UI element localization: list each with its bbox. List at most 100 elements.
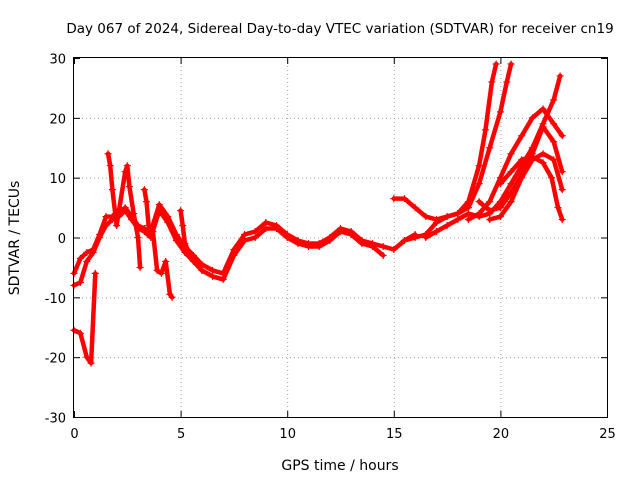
data-point xyxy=(464,216,472,224)
series-line xyxy=(71,208,386,288)
data-point xyxy=(113,222,121,230)
data-point xyxy=(168,293,176,301)
x-tick-label: 25 xyxy=(599,427,616,442)
x-tick-label: 20 xyxy=(493,427,510,442)
data-point xyxy=(379,242,387,250)
data-point xyxy=(315,242,323,250)
data-point xyxy=(219,275,227,283)
data-point xyxy=(496,213,504,221)
data-point xyxy=(390,195,398,203)
y-tick-label: 0 xyxy=(58,232,66,247)
data-point xyxy=(76,329,84,337)
data-point xyxy=(464,204,472,212)
data-point xyxy=(539,150,547,158)
data-point xyxy=(496,180,504,188)
data-point xyxy=(496,174,504,182)
data-point xyxy=(76,254,84,262)
series-track-12 xyxy=(486,150,566,224)
data-point xyxy=(142,198,150,206)
x-tick-label: 0 xyxy=(70,427,78,442)
data-point xyxy=(486,207,494,215)
data-point xyxy=(432,228,440,236)
data-point xyxy=(140,228,148,236)
data-point xyxy=(539,159,547,167)
data-point xyxy=(518,174,526,182)
data-point xyxy=(121,168,129,176)
chart-title: Day 067 of 2024, Sidereal Day-to-day VTE… xyxy=(66,21,613,37)
data-point xyxy=(379,251,387,259)
data-point xyxy=(518,132,526,140)
data-point xyxy=(548,174,556,182)
data-point xyxy=(454,210,462,218)
data-point xyxy=(475,198,483,206)
series-track-05 xyxy=(140,186,176,301)
data-point xyxy=(464,210,472,218)
data-point xyxy=(400,195,408,203)
data-point xyxy=(528,114,536,122)
data-point xyxy=(496,108,504,116)
data-point xyxy=(125,183,133,191)
data-point xyxy=(136,263,144,271)
series-line xyxy=(498,154,565,222)
data-point xyxy=(507,60,515,68)
y-axis-label: SDTVAR / TECUs xyxy=(7,181,23,296)
x-tick-label: 10 xyxy=(279,427,296,442)
series-track-04 xyxy=(104,150,144,271)
data-point xyxy=(539,123,547,131)
data-point xyxy=(475,162,483,170)
x-axis-label: GPS time / hours xyxy=(281,458,398,474)
data-point xyxy=(162,257,170,265)
series-track-08 xyxy=(400,60,515,244)
data-point xyxy=(496,204,504,212)
data-point xyxy=(528,153,536,161)
data-point xyxy=(488,78,496,86)
data-point xyxy=(411,234,419,241)
data-point xyxy=(194,260,202,268)
data-point xyxy=(326,236,334,244)
data-point xyxy=(189,254,197,262)
data-point xyxy=(164,219,172,227)
y-tick-label: -30 xyxy=(45,412,66,427)
data-point xyxy=(400,236,408,244)
data-point xyxy=(305,242,313,250)
data-point xyxy=(91,269,99,277)
data-point xyxy=(89,248,97,256)
data-point xyxy=(550,120,558,128)
x-tick-label: 5 xyxy=(177,427,185,442)
data-point xyxy=(443,222,451,230)
data-point xyxy=(507,198,515,206)
data-point xyxy=(155,201,163,209)
data-point xyxy=(550,138,558,146)
data-point xyxy=(106,162,114,170)
series-track-06 xyxy=(177,207,206,274)
data-point xyxy=(486,198,494,206)
series-line xyxy=(391,61,499,222)
data-point xyxy=(368,242,376,250)
data-point xyxy=(102,213,110,221)
data-point xyxy=(390,245,398,253)
data-point xyxy=(108,186,116,194)
plot-frame xyxy=(73,57,608,418)
data-point xyxy=(83,248,91,256)
data-point xyxy=(241,236,249,244)
data-point xyxy=(503,78,511,86)
y-tick-label: -10 xyxy=(45,292,66,307)
data-point xyxy=(294,239,302,247)
y-tick-label: -20 xyxy=(45,352,66,367)
axis-ticks: 0 5 10 15 20 25 -30 -20 -10 0 10 20 30 xyxy=(45,53,616,443)
series-line xyxy=(105,151,143,270)
data-point xyxy=(121,207,129,215)
data-point xyxy=(558,216,566,224)
data-point xyxy=(179,222,187,230)
data-point xyxy=(123,162,131,170)
data-point xyxy=(153,266,161,274)
data-point xyxy=(550,96,558,104)
data-point xyxy=(140,186,148,194)
data-point xyxy=(556,72,564,80)
data-point xyxy=(251,228,259,236)
series-track-03 xyxy=(70,269,99,367)
data-point xyxy=(358,239,366,247)
data-point xyxy=(432,219,440,227)
data-point xyxy=(486,216,494,224)
